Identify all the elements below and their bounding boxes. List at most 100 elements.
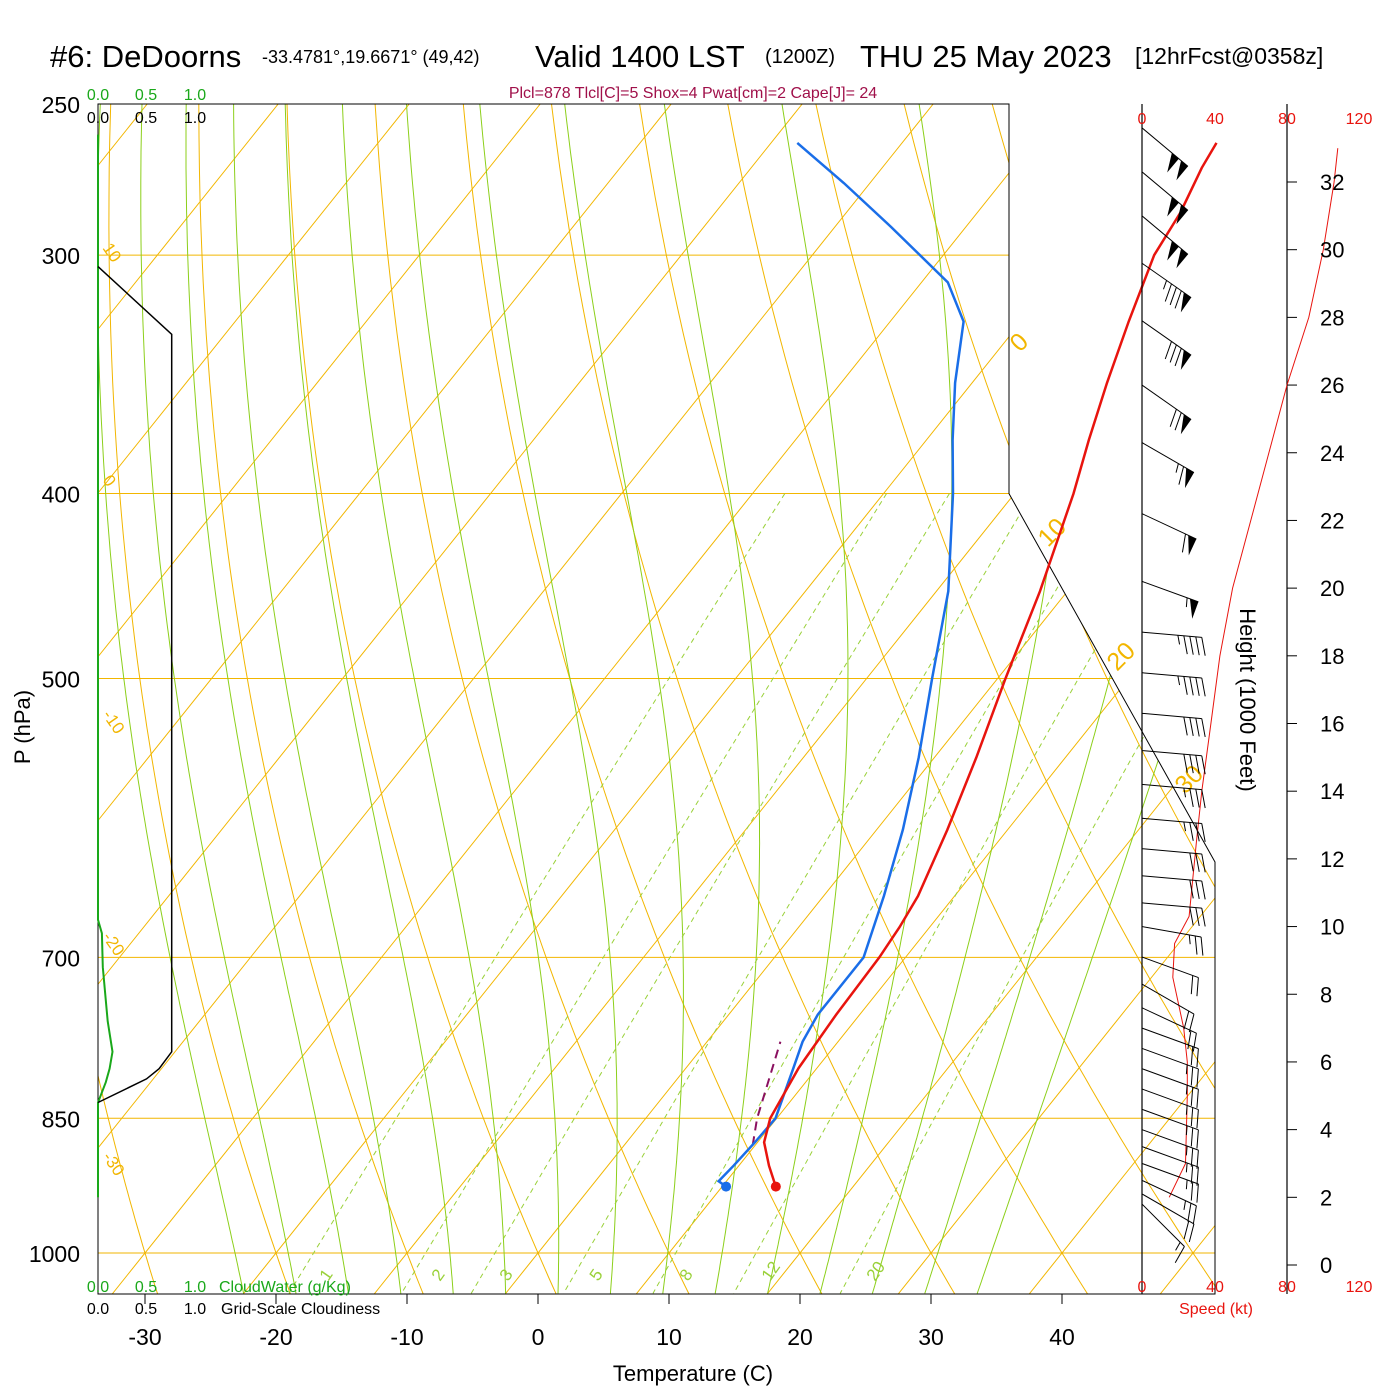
x-tick-label: 30 bbox=[918, 1324, 944, 1350]
wind-barb-staff bbox=[1141, 1129, 1199, 1151]
wind-barb-staff bbox=[1141, 956, 1199, 979]
wind-barb-feather bbox=[1190, 1066, 1194, 1086]
isotherm-line bbox=[1028, 104, 1215, 1294]
isotherm-line bbox=[897, 104, 1215, 1294]
speed-axis-title: Speed (kt) bbox=[1179, 1301, 1253, 1318]
pressure-tick-label: 700 bbox=[42, 945, 80, 971]
dry-adiabat bbox=[198, 104, 427, 1294]
wind-barb-feather bbox=[1201, 908, 1206, 927]
wind-barb bbox=[1141, 875, 1206, 900]
speed-tick-top: 40 bbox=[1206, 111, 1224, 128]
wind-barb-half-feather bbox=[1177, 635, 1181, 645]
height-tick-label: 10 bbox=[1320, 915, 1344, 940]
wind-barb bbox=[1141, 848, 1206, 873]
wind-barb-feather bbox=[1190, 1164, 1194, 1184]
wind-barb-feather bbox=[1183, 716, 1188, 736]
wind-barb-pennant bbox=[1184, 468, 1194, 489]
mixing-ratio-line bbox=[652, 493, 1113, 1294]
wind-barb-staff bbox=[1141, 1203, 1185, 1247]
wind-barb-feather bbox=[1196, 1048, 1199, 1068]
wind-barb bbox=[1141, 631, 1206, 656]
wind-barb-half-feather bbox=[1185, 1162, 1188, 1173]
wind-barb bbox=[1141, 983, 1195, 1033]
wind-barb-feather bbox=[1196, 1068, 1199, 1088]
isotherm-line bbox=[635, 104, 1215, 1294]
wind-barb-staff bbox=[1141, 817, 1202, 824]
wind-barb-feather bbox=[1183, 676, 1188, 695]
wind-barb-staff bbox=[1141, 171, 1189, 211]
wind-barb-feather bbox=[1189, 717, 1194, 736]
wind-barb-feather bbox=[1196, 977, 1199, 997]
wind-barb-half-feather bbox=[1177, 675, 1181, 686]
dry-adiabat bbox=[547, 104, 960, 1294]
isotherm-line bbox=[1159, 104, 1215, 1294]
cloud-water-tick-top: 0.5 bbox=[135, 87, 157, 104]
wind-barb bbox=[1141, 384, 1192, 435]
cloud-water-tick-top: 0.0 bbox=[87, 87, 109, 104]
wind-barb-feather bbox=[1189, 852, 1194, 872]
wind-barb-feather bbox=[1164, 283, 1172, 302]
wind-barb-pennant bbox=[1189, 598, 1199, 619]
wind-barb bbox=[1141, 127, 1189, 181]
moist-adiabat bbox=[976, 104, 1215, 1294]
cloudiness-line bbox=[97, 266, 173, 1104]
wind-barb-feather bbox=[1196, 1183, 1199, 1203]
cloud-water-tick-bottom: 0.0 bbox=[87, 1279, 109, 1296]
wind-barb-feather bbox=[1183, 1010, 1190, 1030]
mixing-ratio-label: 3 bbox=[496, 1266, 517, 1285]
wind-barb bbox=[1141, 1047, 1199, 1088]
wind-barb-feather bbox=[1189, 822, 1194, 841]
wind-barb-pennant bbox=[1180, 350, 1192, 370]
wind-barb bbox=[1141, 926, 1204, 956]
wind-barb bbox=[1141, 672, 1206, 697]
wind-barb bbox=[1141, 1162, 1199, 1203]
wind-barb bbox=[1141, 750, 1206, 775]
wind-barb-staff bbox=[1141, 672, 1202, 679]
wind-barb-feather bbox=[1190, 1181, 1194, 1201]
height-tick-label: 12 bbox=[1320, 847, 1344, 872]
dry-adiabat bbox=[0, 70, 27, 1301]
height-tick-label: 24 bbox=[1320, 441, 1344, 466]
mixing-ratio-line bbox=[470, 493, 950, 1294]
speed-tick-bottom: 80 bbox=[1278, 1279, 1296, 1296]
surface-dewpoint-dot bbox=[721, 1181, 732, 1192]
wind-barb-staff bbox=[1141, 1146, 1199, 1168]
wind-barb-feather bbox=[1195, 853, 1200, 872]
station-title: #6: DeDoorns bbox=[50, 39, 241, 74]
mixing-ratio-line bbox=[400, 493, 887, 1294]
wind-barb-feather bbox=[1196, 1150, 1199, 1169]
wind-barb-feather bbox=[1188, 1223, 1195, 1243]
wind-barb-half-feather bbox=[1185, 1085, 1188, 1095]
isotherm-line bbox=[766, 104, 1215, 1294]
wind-barb-feather bbox=[1190, 975, 1194, 995]
wind-barb bbox=[1141, 1129, 1199, 1169]
wind-barb-feather bbox=[1181, 533, 1186, 553]
wind-barb-pennant bbox=[1167, 196, 1179, 217]
cloud-water-title: CloudWater (g/Kg) bbox=[219, 1279, 351, 1296]
height-tick-label: 8 bbox=[1320, 982, 1332, 1007]
wind-barb-pennant bbox=[1180, 414, 1192, 435]
wind-barb-feather bbox=[1201, 637, 1206, 656]
height-tick-label: 4 bbox=[1320, 1118, 1332, 1143]
cloudiness-tick-top: 1.0 bbox=[184, 110, 206, 127]
isotherm-line bbox=[98, 104, 803, 1294]
wind-barb-feather bbox=[1183, 635, 1188, 655]
speed-tick-top: 0 bbox=[1138, 111, 1147, 128]
moist-adiabat bbox=[560, 104, 684, 1294]
dry-adiabat bbox=[895, 104, 1215, 1294]
moist-adiabat bbox=[232, 104, 402, 1294]
wind-barb-feather bbox=[1178, 466, 1185, 485]
wind-barb-pennant bbox=[1176, 160, 1188, 181]
mixing-ratio-label: 5 bbox=[586, 1266, 607, 1285]
wind-barb bbox=[1141, 712, 1206, 738]
isotherm-line bbox=[1291, 104, 1400, 1294]
wind-barb-feather bbox=[1169, 408, 1177, 427]
pressure-tick-label: 850 bbox=[42, 1106, 80, 1132]
wind-barb-feather bbox=[1189, 676, 1194, 696]
wind-barb-feather bbox=[1190, 1046, 1194, 1066]
height-tick-label: 28 bbox=[1320, 305, 1344, 330]
isotherm-line bbox=[98, 104, 279, 1294]
height-tick-label: 32 bbox=[1320, 170, 1344, 195]
mixing-ratio-line bbox=[563, 493, 1033, 1294]
